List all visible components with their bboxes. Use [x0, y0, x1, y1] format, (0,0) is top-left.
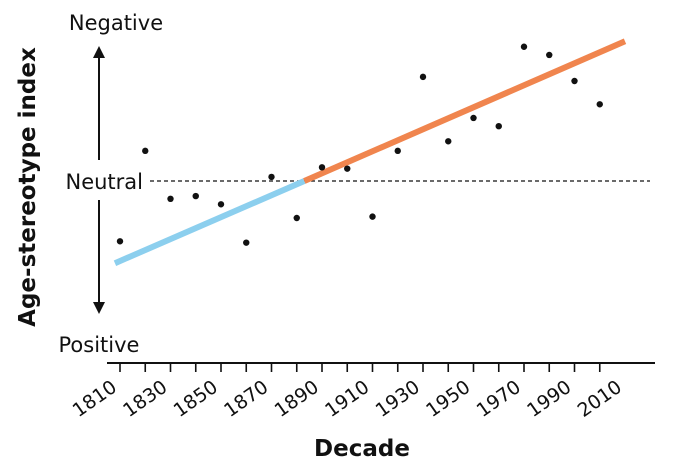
trend-line-early	[113, 178, 306, 266]
data-point	[318, 164, 326, 171]
x-axis-title: Decade	[314, 436, 410, 462]
x-tick-label: 1950	[422, 376, 474, 422]
y-label-positive: Positive	[59, 333, 140, 357]
data-point	[470, 114, 477, 122]
x-tick-label: 1830	[119, 376, 171, 422]
x-tick-label: 1930	[372, 376, 424, 422]
x-tick-label: 1990	[523, 376, 575, 422]
data-point	[217, 201, 225, 208]
x-tick-label: 2010	[574, 376, 626, 422]
data-point	[369, 213, 376, 220]
data-point	[243, 239, 250, 246]
data-point	[116, 238, 124, 245]
data-point	[394, 147, 401, 155]
data-point	[167, 195, 174, 203]
data-point	[495, 123, 502, 130]
data-point	[520, 43, 528, 50]
x-tick-label: 1810	[69, 376, 121, 422]
x-tick-label: 1850	[170, 376, 222, 422]
data-point	[344, 165, 351, 172]
data-point	[192, 192, 199, 200]
data-point	[571, 77, 578, 85]
y-label-neutral: Neutral	[65, 170, 143, 194]
data-point	[546, 51, 553, 59]
data-point	[293, 214, 300, 222]
trend-line-late	[303, 38, 627, 184]
x-tick-label: 1890	[271, 376, 323, 422]
x-tick-label: 1870	[220, 376, 272, 422]
y-label-negative: Negative	[69, 11, 163, 35]
data-point	[268, 173, 275, 181]
data-point	[445, 138, 452, 145]
data-point	[596, 101, 603, 108]
data-point	[142, 147, 149, 155]
y-axis-title: Age-stereotype index	[15, 47, 41, 327]
data-point	[419, 73, 427, 81]
x-tick-label: 1910	[321, 376, 373, 422]
x-tick-label: 1970	[473, 376, 525, 422]
